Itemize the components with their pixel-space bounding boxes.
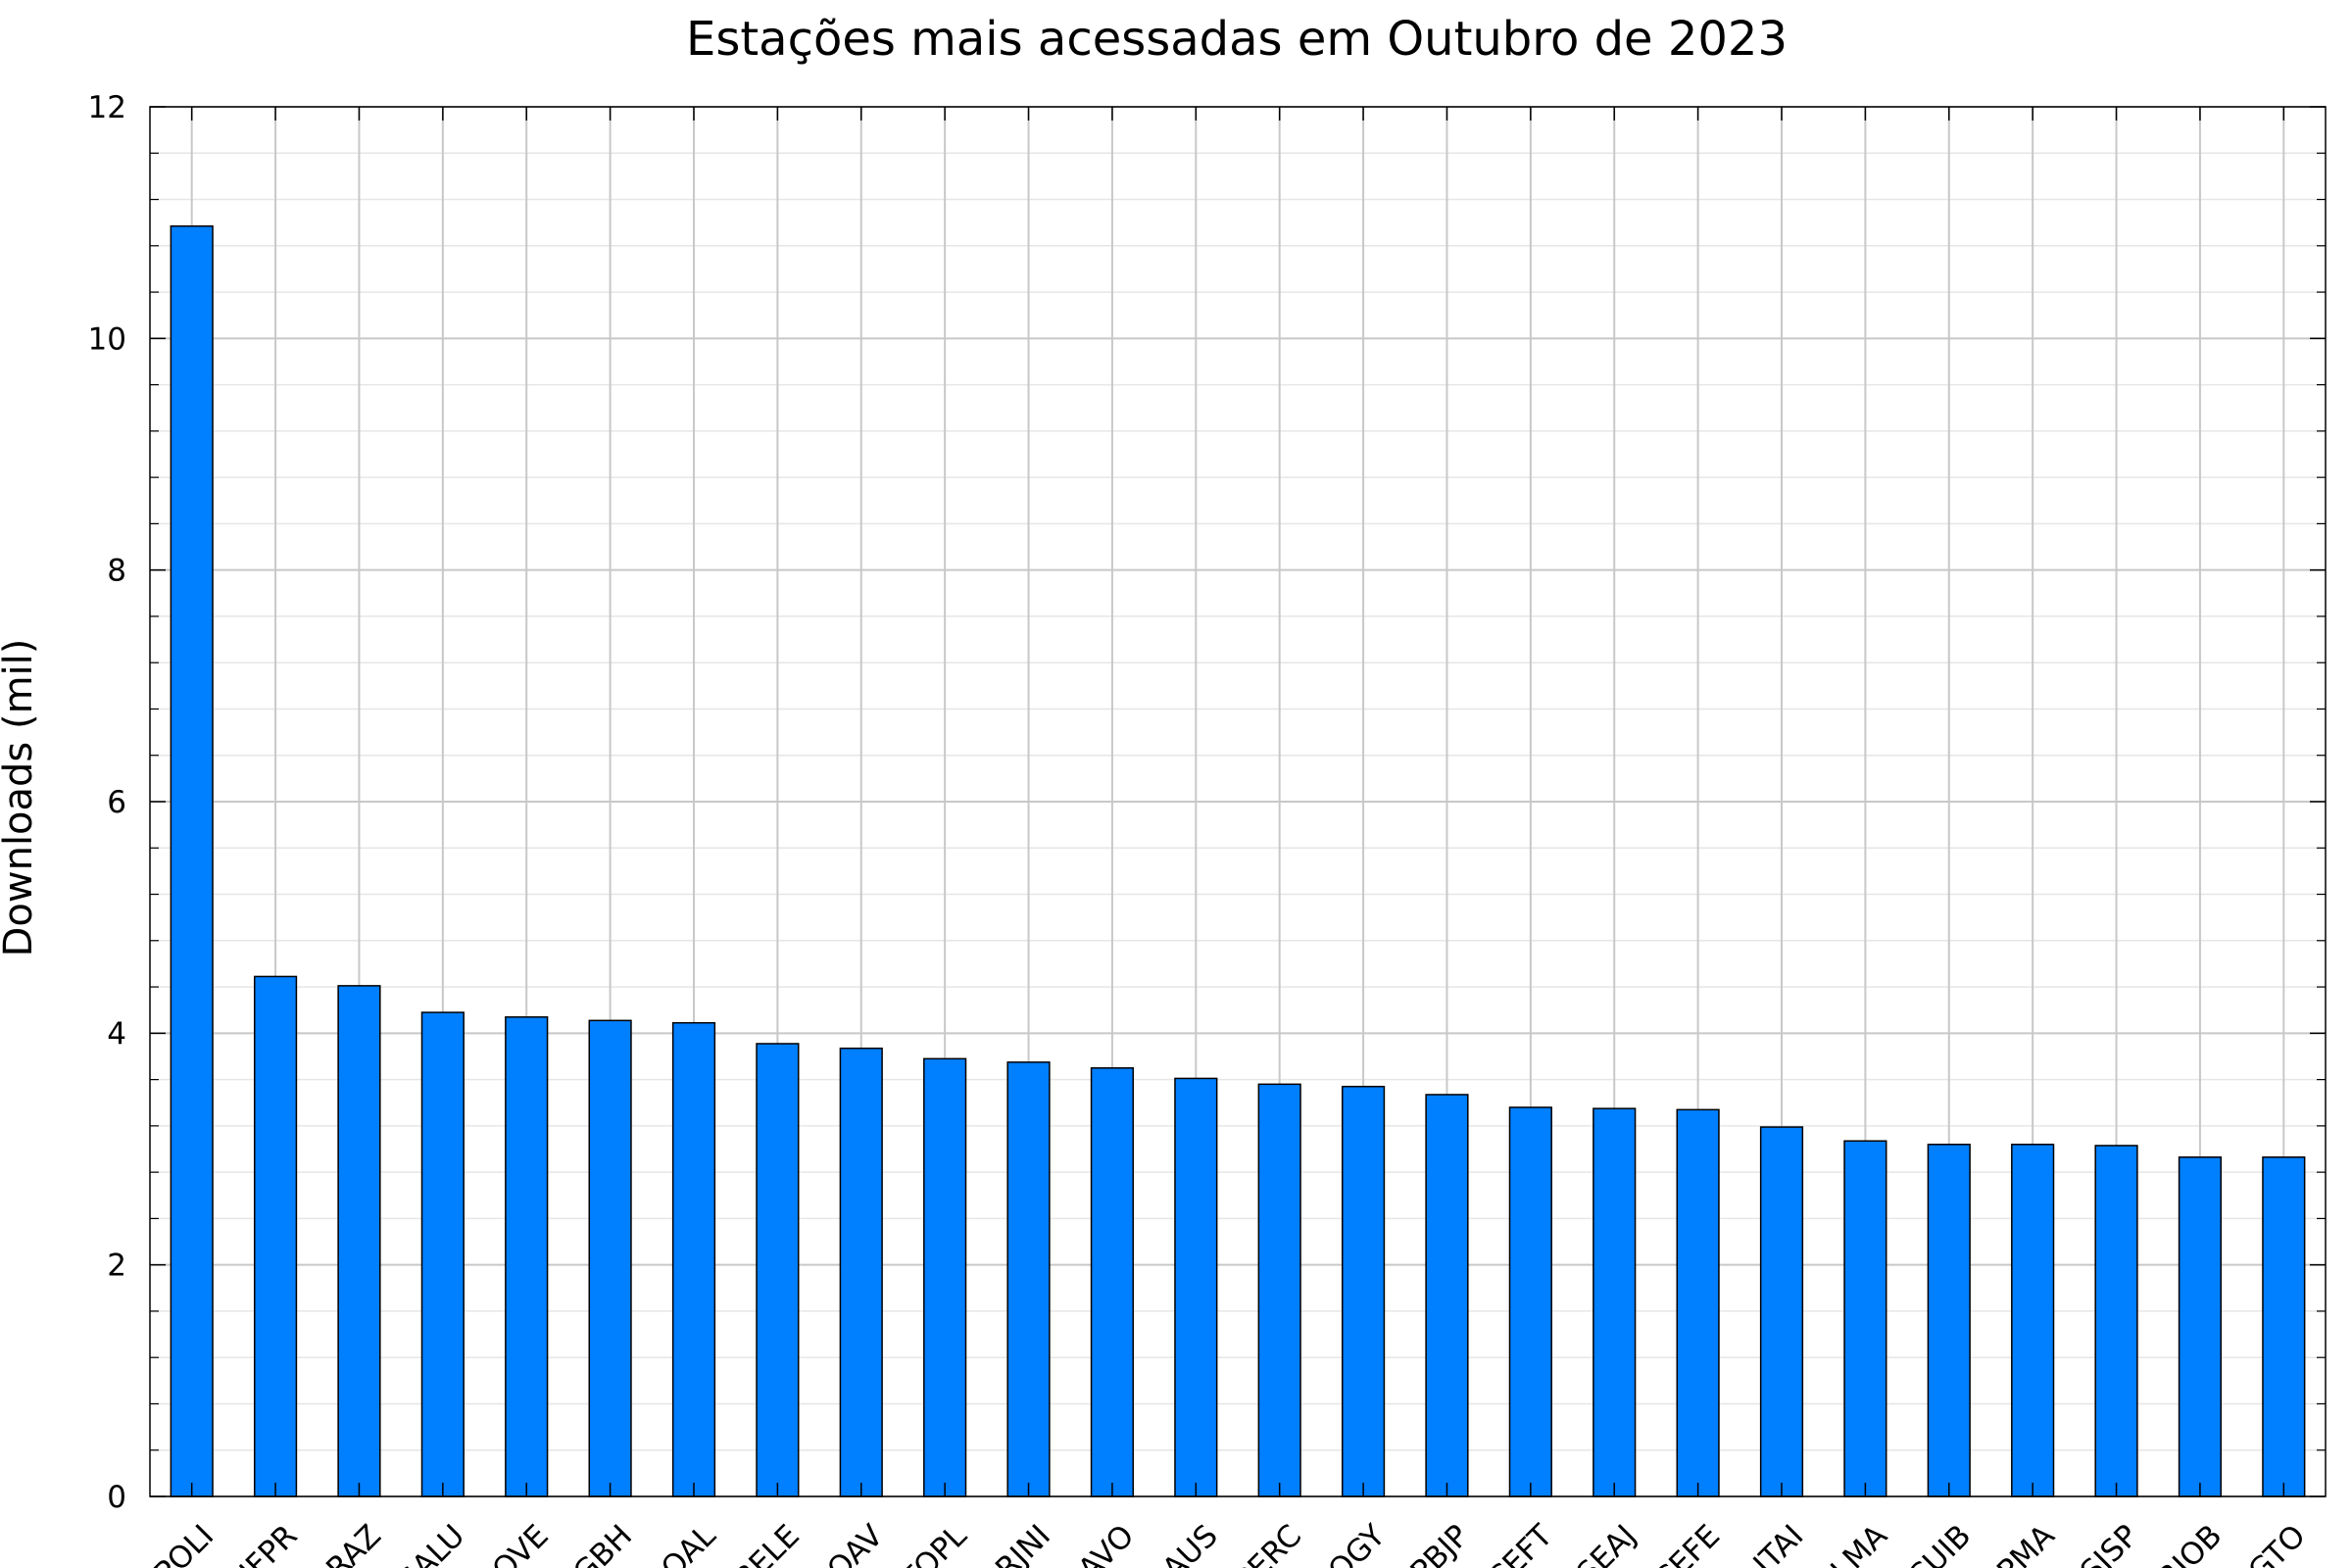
- bar-mgbh: [588, 1019, 632, 1497]
- bar-pove: [505, 1016, 549, 1497]
- chart-title: Estações mais acessadas em Outubro de 20…: [686, 12, 1788, 67]
- y-tick-label: 4: [107, 1016, 126, 1052]
- bar-itai: [1759, 1126, 1804, 1497]
- y-tick-label: 8: [107, 554, 126, 589]
- bar-cefe: [1676, 1108, 1720, 1497]
- bar-topl: [923, 1057, 967, 1497]
- y-tick-label: 6: [107, 785, 126, 820]
- bar-cuib: [1927, 1144, 1971, 1497]
- bar-seaj: [1592, 1107, 1637, 1497]
- bar-poli: [170, 224, 214, 1497]
- bar-ceft: [1508, 1106, 1552, 1497]
- bar-gogy: [1341, 1085, 1386, 1497]
- bar-mgto: [2262, 1156, 2306, 1497]
- bar-poal: [671, 1021, 716, 1497]
- bar-perc: [1257, 1083, 1301, 1497]
- bar-apma: [2011, 1144, 2055, 1497]
- bar-sjsp: [2094, 1145, 2138, 1497]
- y-tick-label: 2: [107, 1249, 126, 1284]
- bar-bele: [756, 1043, 800, 1497]
- y-tick-labels: 0 2 4 6 8 10 12: [88, 90, 126, 1515]
- y-tick-label: 12: [88, 90, 126, 125]
- y-tick-label: 0: [107, 1480, 126, 1515]
- bar-rjni: [1006, 1061, 1051, 1497]
- bar-salu: [420, 1011, 465, 1497]
- bar-alma: [1843, 1140, 1887, 1497]
- bar-naus: [1174, 1077, 1218, 1497]
- bar-boav: [839, 1047, 883, 1497]
- bar-pbjp: [1425, 1094, 1469, 1497]
- bar-savo: [1090, 1067, 1135, 1497]
- bar-riob: [2178, 1156, 2223, 1497]
- y-tick-label: 10: [88, 321, 126, 357]
- y-axis-label: Downloads (mil): [0, 639, 41, 957]
- bar-ufpr: [253, 975, 298, 1497]
- axis-ticks: [150, 106, 2326, 1497]
- bar-braz: [337, 985, 381, 1497]
